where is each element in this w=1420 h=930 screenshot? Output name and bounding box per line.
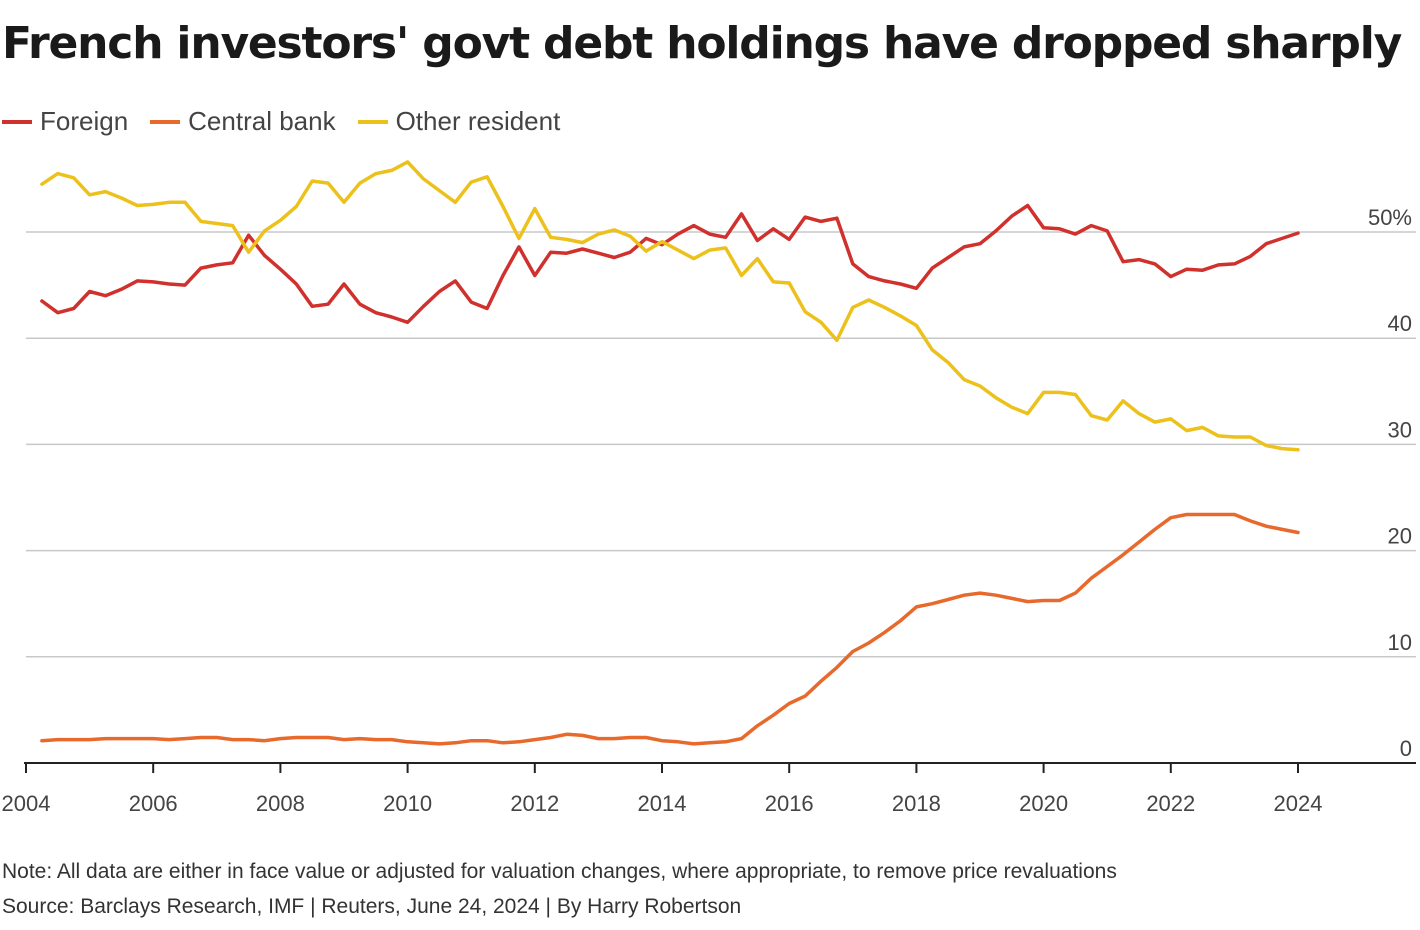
x-tick-label-2010: 2010 — [383, 791, 432, 816]
series-line-other-resident — [40, 160, 1300, 452]
chart-source: Source: Barclays Research, IMF | Reuters… — [2, 895, 742, 918]
chart-title: French investors' govt debt holdings hav… — [2, 18, 1402, 69]
line-chart: 0 10 20 30 40 50% 2004 2006 2008 2010 2012 2014 2016… — [2, 160, 1416, 816]
series-line-foreign — [40, 203, 1300, 325]
y-tick-label-0: 0 — [1400, 736, 1412, 761]
y-tick-label-40: 40 — [1388, 311, 1412, 336]
legend-item-foreign: Foreign — [2, 106, 128, 137]
x-tick-label-2012: 2012 — [510, 791, 559, 816]
x-tick-label-2018: 2018 — [892, 791, 941, 816]
x-tick-label-2016: 2016 — [765, 791, 814, 816]
x-tick-label-2004: 2004 — [2, 791, 51, 816]
y-tick-label-20: 20 — [1388, 524, 1412, 549]
x-tick-label-2024: 2024 — [1274, 791, 1323, 816]
legend-item-central-bank: Central bank — [150, 106, 336, 137]
legend-swatch-foreign — [2, 119, 32, 124]
x-tick-label-2014: 2014 — [638, 791, 687, 816]
legend-item-other-resident: Other resident — [357, 106, 561, 137]
legend-label-foreign: Foreign — [40, 106, 129, 136]
x-tick-label-2022: 2022 — [1146, 791, 1195, 816]
x-tick-label-2020: 2020 — [1019, 791, 1068, 816]
y-tick-label-30: 30 — [1388, 417, 1412, 442]
legend-swatch-other-resident — [357, 119, 388, 124]
legend: Foreign Central bank Other resident — [2, 106, 582, 137]
x-tick-label-2008: 2008 — [256, 791, 305, 816]
x-tick-label-2006: 2006 — [129, 791, 178, 816]
series-line-central-bank — [40, 512, 1300, 746]
y-tick-label-50: 50% — [1368, 205, 1412, 230]
y-tick-label-10: 10 — [1388, 630, 1412, 655]
legend-label-other-resident: Other resident — [395, 106, 561, 136]
legend-label-central-bank: Central bank — [188, 106, 336, 136]
chart-note: Note: All data are either in face value … — [2, 860, 1117, 883]
legend-swatch-central-bank — [150, 119, 181, 124]
